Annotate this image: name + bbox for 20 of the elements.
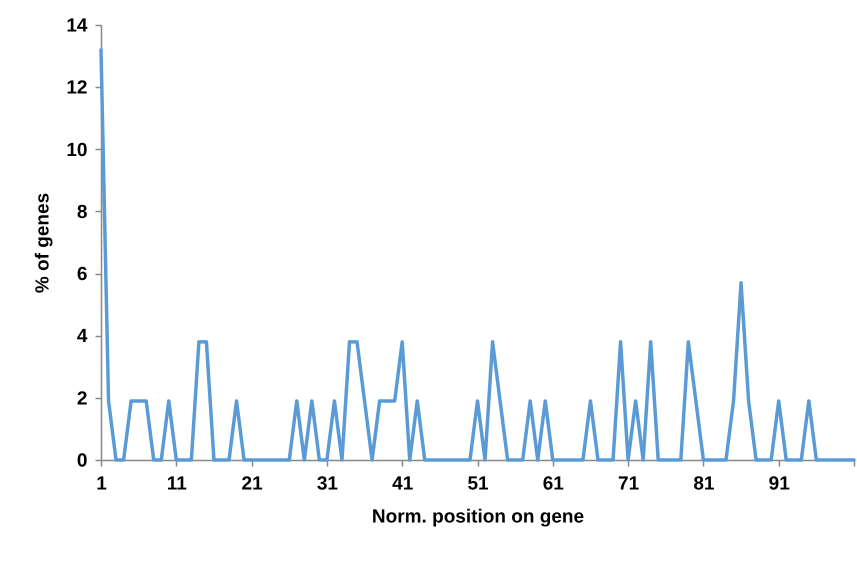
x-tick-label: 61 [542, 474, 564, 494]
x-tick-label: 11 [166, 474, 188, 494]
x-tick-label: 1 [96, 474, 108, 494]
x-axis-title: Norm. position on gene [372, 506, 584, 528]
y-tick-label: 2 [76, 388, 88, 410]
x-tick-label: 51 [467, 474, 489, 494]
x-tick-label: 31 [316, 474, 338, 494]
y-tick-label: 10 [66, 140, 88, 161]
y-tick-label: 4 [76, 326, 88, 348]
y-tick-label: 0 [76, 450, 88, 472]
x-tick-label: 91 [768, 474, 790, 494]
y-tick-label: 8 [76, 202, 88, 223]
y-axis-title: % of genes [32, 192, 54, 294]
x-tick-label: 21 [242, 474, 264, 494]
x-tick-label: 71 [618, 474, 640, 494]
y-tick-label: 12 [66, 78, 88, 99]
x-tick-label: 81 [693, 474, 715, 494]
y-tick-label: 14 [66, 16, 88, 36]
x-tick-label: 41 [392, 474, 414, 494]
y-tick-label: 6 [76, 264, 88, 286]
